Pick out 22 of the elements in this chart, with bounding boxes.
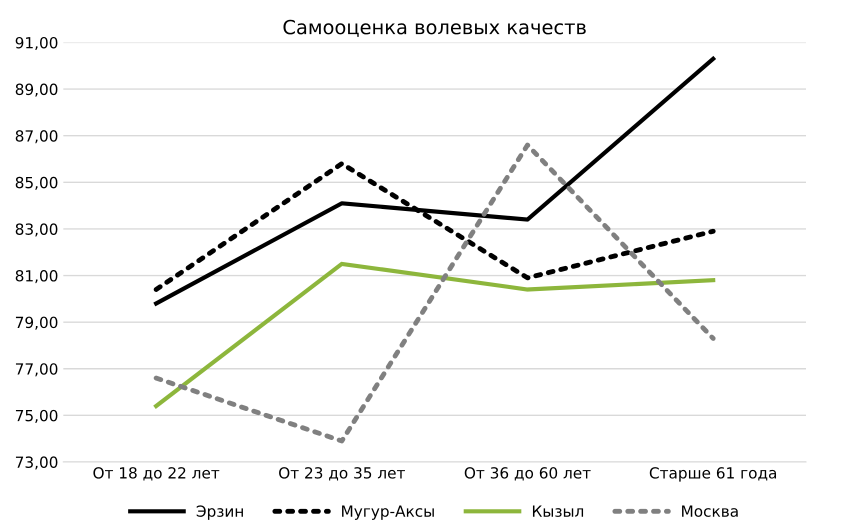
y-tick-label: 81,00 — [16, 270, 58, 284]
chart-title: Самооценка волевых качеств — [283, 20, 586, 37]
legend-label: Кызыл — [532, 506, 584, 517]
y-tick-label: 77,00 — [16, 363, 58, 376]
x-tick-label: Старше 61 года — [650, 467, 776, 482]
x-tick-label: От 36 до 60 лет — [464, 467, 591, 481]
y-tick-label: 87,00 — [16, 130, 58, 144]
y-tick-label: 89,00 — [16, 84, 58, 97]
x-tick-label: От 18 до 22 лет — [93, 467, 220, 481]
legend-label: Мугур-Аксы — [342, 506, 434, 520]
y-tick-label: 79,00 — [16, 316, 58, 330]
y-tick-label: 75,00 — [16, 410, 58, 423]
y-tick-label: 91,00 — [16, 36, 58, 50]
legend-label: Москва — [682, 506, 738, 517]
y-tick-label: 85,00 — [16, 176, 58, 190]
line-series — [154, 262, 716, 408]
y-tick-label: 83,00 — [16, 223, 58, 236]
y-tick-label: 73,00 — [16, 456, 58, 470]
line-series — [154, 56, 716, 306]
legend-label: Эрзин — [196, 505, 243, 520]
line-series — [154, 142, 716, 444]
x-tick-label: От 23 до 35 лет — [279, 467, 405, 481]
